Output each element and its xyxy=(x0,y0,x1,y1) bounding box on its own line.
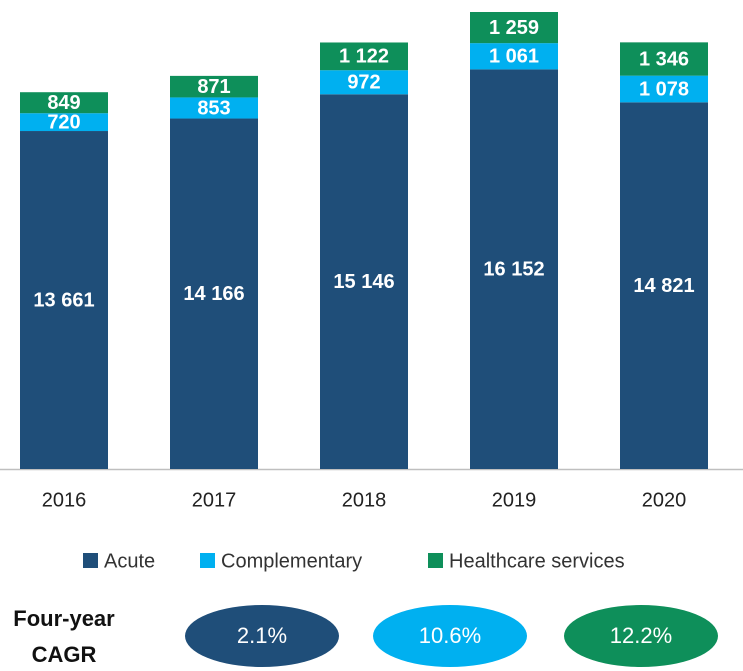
x-tick-label: 2016 xyxy=(42,489,87,511)
x-tick-label: 2019 xyxy=(492,489,537,511)
data-label: 849 xyxy=(47,92,80,114)
bar-segment xyxy=(170,75,258,98)
bar-segment xyxy=(320,42,408,71)
cagr-badge xyxy=(373,605,527,667)
bar-segment xyxy=(620,75,708,103)
bar-segment xyxy=(20,92,108,114)
bar-segment xyxy=(470,12,558,44)
cagr-badge xyxy=(564,605,718,667)
data-label: 853 xyxy=(197,97,230,119)
bar-segment xyxy=(620,42,708,76)
data-label: 1 346 xyxy=(639,48,689,70)
cagr-value: 10.6% xyxy=(419,623,481,648)
legend-swatch xyxy=(428,553,443,568)
legend-swatch xyxy=(83,553,98,568)
bar-segment xyxy=(170,118,258,470)
data-label: 14 821 xyxy=(633,275,694,297)
data-label: 14 166 xyxy=(183,283,244,305)
bar-segment xyxy=(320,94,408,469)
bar-segment xyxy=(320,70,408,95)
bar-segment xyxy=(620,102,708,469)
data-label: 16 152 xyxy=(483,258,544,280)
cagr-badge xyxy=(185,605,339,667)
cagr-value: 12.2% xyxy=(610,623,672,648)
legend-label: Complementary xyxy=(221,550,362,572)
data-label: 1 061 xyxy=(489,46,539,68)
x-tick-label: 2020 xyxy=(642,489,687,511)
data-label: 15 146 xyxy=(333,271,394,293)
data-label: 13 661 xyxy=(33,289,94,311)
bar-segment xyxy=(20,131,108,469)
x-tick-label: 2017 xyxy=(192,489,237,511)
data-label: 972 xyxy=(347,72,380,94)
legend-label: Healthcare services xyxy=(449,550,625,572)
data-label: 720 xyxy=(47,111,80,133)
legend-label: Acute xyxy=(104,550,155,572)
bar-segment xyxy=(470,43,558,70)
bar-segment xyxy=(170,97,258,119)
data-label: 1 122 xyxy=(339,46,389,68)
legend-swatch xyxy=(200,553,215,568)
data-label: 871 xyxy=(197,76,230,98)
bar-segment xyxy=(20,113,108,132)
cagr-value: 2.1% xyxy=(237,623,287,648)
cagr-title: Four-year xyxy=(13,606,115,631)
cagr-title: CAGR xyxy=(32,642,97,667)
bar-segment xyxy=(470,69,558,469)
data-label: 1 078 xyxy=(639,78,689,100)
x-tick-label: 2018 xyxy=(342,489,387,511)
data-label: 1 259 xyxy=(489,17,539,39)
